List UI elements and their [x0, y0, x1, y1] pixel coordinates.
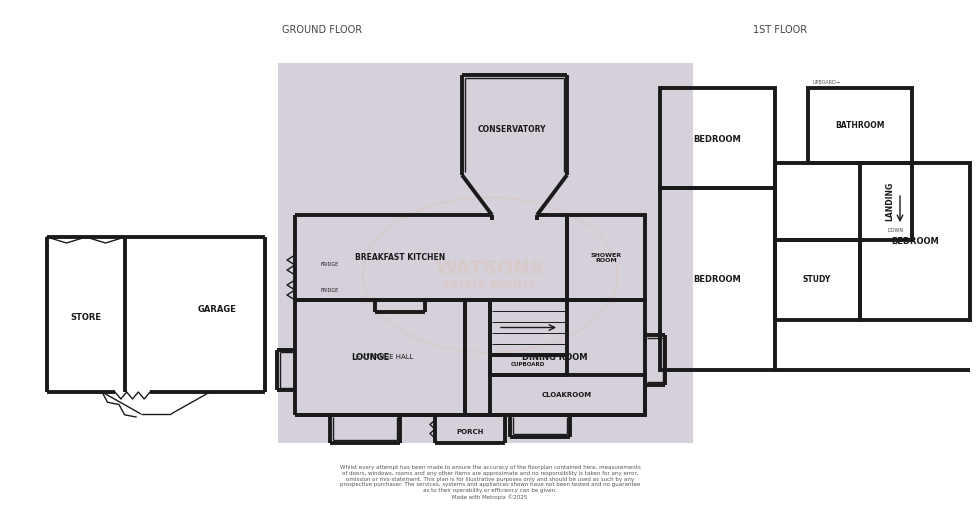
Text: 1ST FLOOR: 1ST FLOOR [753, 25, 808, 35]
Text: FRIDGE: FRIDGE [320, 288, 338, 292]
Text: CUPBOARD: CUPBOARD [511, 362, 545, 368]
Text: STORE: STORE [71, 313, 102, 322]
Bar [860, 163, 970, 320]
Bar [490, 300, 567, 355]
Bar [490, 355, 567, 375]
Text: LOUNGE: LOUNGE [351, 353, 389, 362]
Text: PORCH: PORCH [457, 429, 484, 435]
Text: BEDROOM: BEDROOM [693, 276, 741, 285]
Text: BREAKFAST KITCHEN: BREAKFAST KITCHEN [355, 254, 445, 262]
Text: BEDROOM: BEDROOM [891, 236, 939, 246]
Text: CONSERVATORY: CONSERVATORY [478, 125, 546, 134]
Text: BATHROOM: BATHROOM [835, 121, 885, 130]
Text: ESTATE AGENTS: ESTATE AGENTS [443, 280, 537, 290]
Bar [567, 215, 645, 300]
Bar [660, 88, 775, 188]
Text: GARAGE: GARAGE [198, 306, 236, 314]
Text: WATSONS: WATSONS [436, 258, 544, 278]
Text: SHOWER
ROOM: SHOWER ROOM [590, 253, 621, 264]
Text: Whilst every attempt has been made to ensure the accuracy of the floorplan conta: Whilst every attempt has been made to en… [340, 465, 640, 500]
Text: STUDY: STUDY [803, 276, 831, 285]
Text: DOWN: DOWN [888, 227, 904, 233]
Text: FRIDGE: FRIDGE [320, 262, 338, 268]
Bar [490, 375, 645, 415]
Text: DINING ROOM: DINING ROOM [522, 353, 588, 362]
Text: LANDING: LANDING [886, 181, 895, 220]
Text: UPBOARD→: UPBOARD→ [813, 79, 841, 85]
Bar [278, 63, 693, 443]
Text: ENTRANCE HALL: ENTRANCE HALL [357, 354, 414, 360]
Text: GROUND FLOOR: GROUND FLOOR [282, 25, 362, 35]
Text: CLOAKROOM: CLOAKROOM [542, 392, 592, 398]
Text: BEDROOM: BEDROOM [693, 135, 741, 144]
Bar [775, 163, 912, 240]
Bar [660, 188, 775, 370]
Bar [808, 88, 912, 163]
Bar [775, 240, 860, 320]
